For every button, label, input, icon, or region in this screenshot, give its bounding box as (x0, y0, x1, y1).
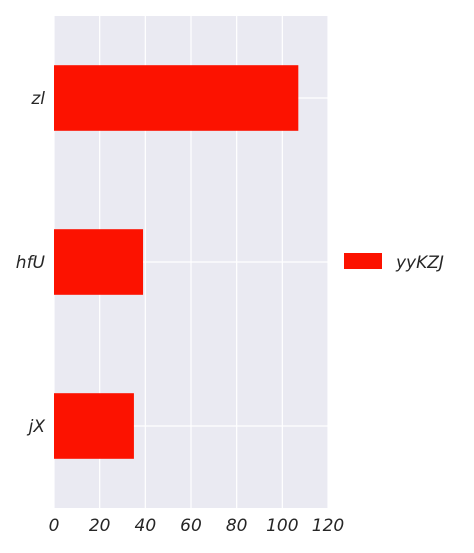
y-tick-labels: zl hfU jX (16, 89, 46, 437)
x-tick-labels: 0 20 40 60 80 100 120 (49, 516, 345, 536)
bar-hfU (54, 229, 144, 295)
y-tick-label-2: jX (27, 417, 46, 437)
legend-label: yyKZJ (395, 253, 444, 273)
y-tick-label-1: hfU (16, 253, 46, 273)
x-tick-label-4: 80 (226, 516, 248, 536)
x-tick-label-2: 40 (135, 516, 157, 536)
bars (54, 65, 299, 459)
bar-jX (54, 393, 134, 459)
y-tick-label-0: zl (30, 89, 45, 109)
x-tick-label-1: 20 (89, 516, 111, 536)
x-tick-label-3: 60 (180, 516, 202, 536)
x-tick-label-0: 0 (49, 516, 60, 536)
x-tick-label-6: 120 (312, 516, 344, 536)
x-tick-label-5: 100 (266, 516, 298, 536)
legend-swatch (344, 253, 382, 269)
bar-zl (54, 65, 299, 131)
legend: yyKZJ (344, 253, 444, 273)
